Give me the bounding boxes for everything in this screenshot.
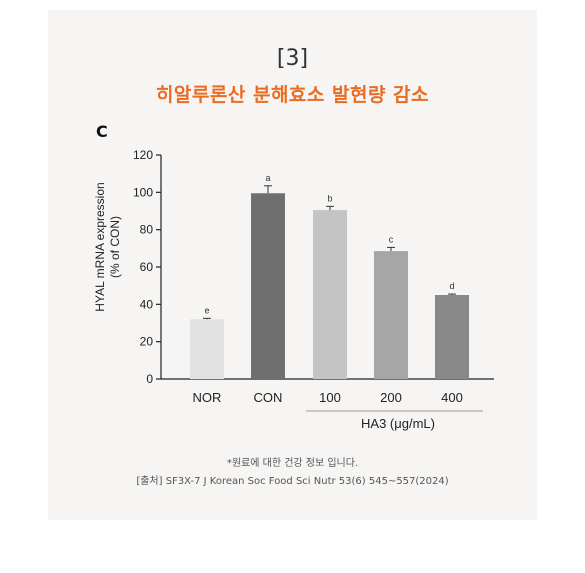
y-tick-label: 40	[140, 297, 154, 311]
y-tick-label: 80	[140, 223, 154, 237]
significance-letter: b	[327, 193, 332, 203]
significance-letter: d	[449, 281, 454, 291]
bar-100	[313, 210, 347, 379]
y-tick-label: 0	[146, 372, 153, 386]
y-axis-title-line1: HYAL mRNA expression	[93, 182, 107, 311]
x-tick-label: CON	[254, 390, 283, 405]
x-axis-title: HA3 (μg/mL)	[361, 416, 435, 431]
bar-con	[251, 193, 285, 379]
y-tick-label: 100	[133, 185, 153, 199]
chart-labels: 0 20 40 60 80 100 120 e NOR a CON b 100 c 200 d 400	[133, 148, 463, 405]
x-tick-label: 200	[380, 390, 402, 405]
chart-bars	[190, 185, 469, 379]
bar-200	[374, 251, 408, 379]
source-citation: [출처] SF3X-7 J Korean Soc Food Sci Nutr 5…	[136, 476, 449, 487]
y-tick-label: 20	[140, 335, 154, 349]
y-axis-title: HYAL mRNA expression (% of CON)	[93, 182, 122, 311]
significance-letter: a	[265, 173, 270, 183]
bar-400	[435, 295, 469, 379]
content-card	[48, 10, 537, 520]
y-axis-title-line2: (% of CON)	[108, 216, 122, 278]
page-title: 히알루론산 분해효소 발현량 감소	[155, 84, 430, 106]
figure-number: [3]	[276, 46, 309, 71]
bar-nor	[190, 319, 224, 379]
y-tick-label: 60	[140, 260, 154, 274]
y-tick-label: 120	[133, 148, 153, 162]
x-tick-label: 100	[319, 390, 341, 405]
significance-letter: c	[389, 234, 394, 244]
x-tick-label: 400	[441, 390, 463, 405]
footnote: *원료에 대한 건강 정보 입니다.	[226, 458, 359, 469]
significance-letter: e	[204, 305, 209, 315]
panel-label: C	[96, 122, 108, 141]
x-tick-label: NOR	[193, 390, 222, 405]
